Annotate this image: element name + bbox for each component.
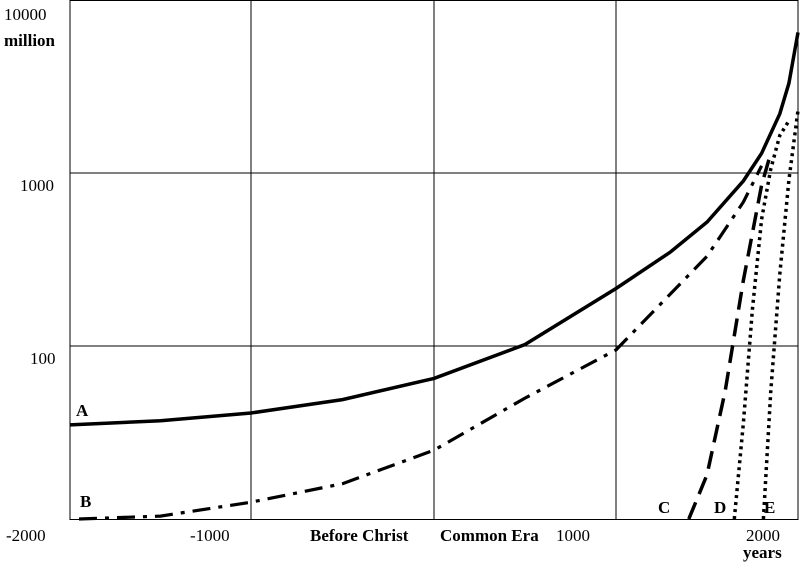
- x-axis-unit-label: years: [743, 543, 782, 562]
- x-tick-label: 1000: [556, 526, 590, 545]
- labels: 100 1000 10000 million -2000 -1000 1000 2000yea…: [4, 5, 782, 562]
- x-tick-label: -1000: [190, 526, 230, 545]
- y-tick-label: 10000: [4, 5, 47, 24]
- series-line-c: [687, 152, 773, 520]
- y-tick-label: 100: [30, 349, 56, 368]
- series-label-c: C: [658, 498, 670, 517]
- x-tick-label: -2000: [6, 526, 46, 545]
- y-axis-unit-label: million: [4, 31, 56, 50]
- era-label-after: Common Era: [440, 526, 539, 545]
- series-label-e: E: [764, 498, 775, 517]
- y-tick-label: 1000: [20, 176, 54, 195]
- series-label-b: B: [80, 492, 91, 511]
- grid: [69, 0, 799, 520]
- series-line-d: [732, 119, 791, 520]
- era-label-before: Before Christ: [310, 526, 409, 545]
- series-label-a: A: [76, 401, 89, 420]
- series-line-a: [69, 32, 800, 427]
- series-lines: [69, 32, 800, 521]
- series-line-b: [78, 165, 764, 521]
- series-line-e: [761, 110, 800, 520]
- series-label-d: D: [714, 498, 726, 517]
- x-tick-label: 2000: [746, 526, 780, 545]
